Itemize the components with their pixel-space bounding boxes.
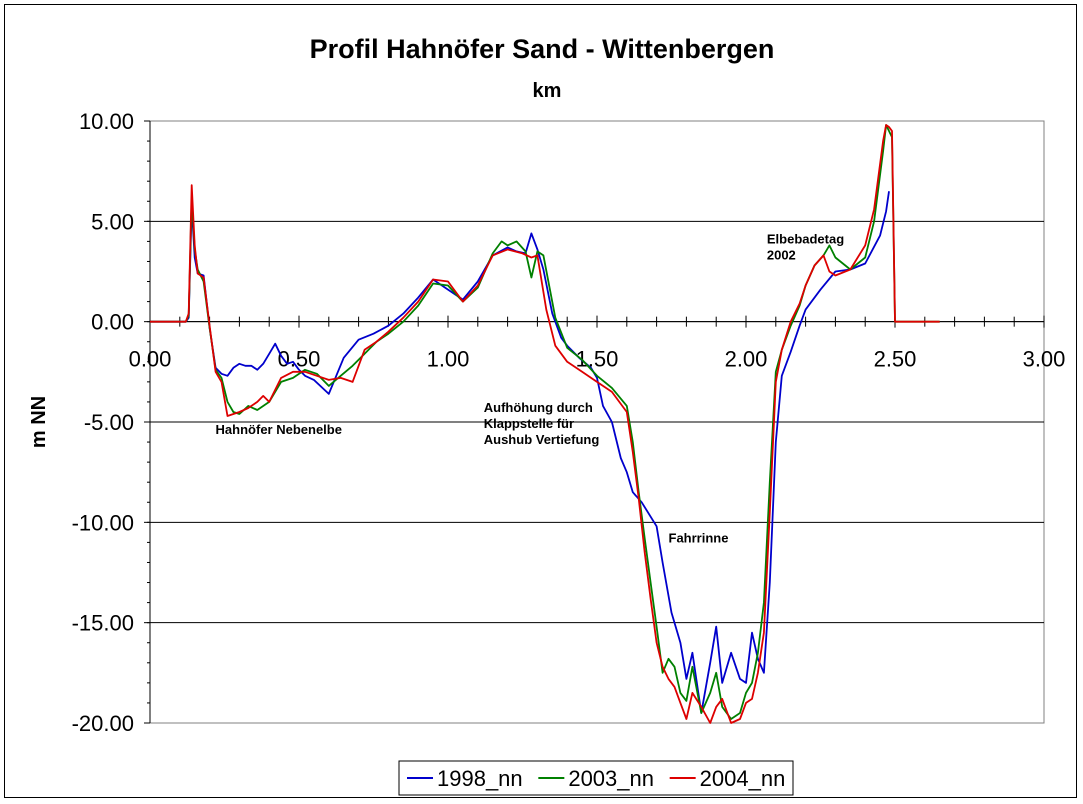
annotation-text: Aufhöhung durch — [484, 400, 593, 415]
annotation-text: Aushub Vertiefung — [484, 432, 600, 447]
x-axis-label: km — [533, 80, 562, 102]
annotation-text: Hahnöfer Nebenelbe — [216, 422, 342, 437]
y-axis-label: m NN — [28, 396, 50, 448]
legend-box — [398, 760, 794, 796]
legend-entry: 2004_nn — [700, 766, 786, 791]
x-tick-label: 2.00 — [725, 347, 768, 372]
x-tick-label: 0.00 — [129, 347, 172, 372]
legend-entry: 1998_nn — [437, 766, 523, 791]
annotation-text: 2002 — [767, 247, 796, 262]
y-tick-label: -10.00 — [72, 510, 134, 535]
x-tick-label: 2.50 — [874, 347, 917, 372]
series-line-2004-nn — [150, 124, 940, 724]
y-tick-label: -20.00 — [72, 711, 134, 736]
series-line-2003-nn — [150, 124, 940, 720]
chart-title: Profil Hahnöfer Sand - Wittenbergen — [310, 34, 775, 64]
y-tick-label: 10.00 — [79, 109, 134, 134]
y-tick-label: 0.00 — [91, 310, 134, 335]
chart: Profil Hahnöfer Sand - Wittenbergen km m… — [28, 34, 1066, 796]
y-tick-label: -15.00 — [72, 611, 134, 636]
annotation-text: Elbebadetag — [767, 231, 844, 246]
annotation-text: Fahrrinne — [669, 530, 729, 545]
chart-frame: Profil Hahnöfer Sand - Wittenbergen km m… — [4, 4, 1077, 798]
x-tick-label: 3.00 — [1023, 347, 1066, 372]
x-tick-label: 1.00 — [427, 347, 470, 372]
annotation-text: Klappstelle für — [484, 416, 574, 431]
y-tick-label: -5.00 — [84, 410, 134, 435]
legend-entry: 2003_nn — [568, 766, 654, 791]
y-tick-label: 5.00 — [91, 209, 134, 234]
